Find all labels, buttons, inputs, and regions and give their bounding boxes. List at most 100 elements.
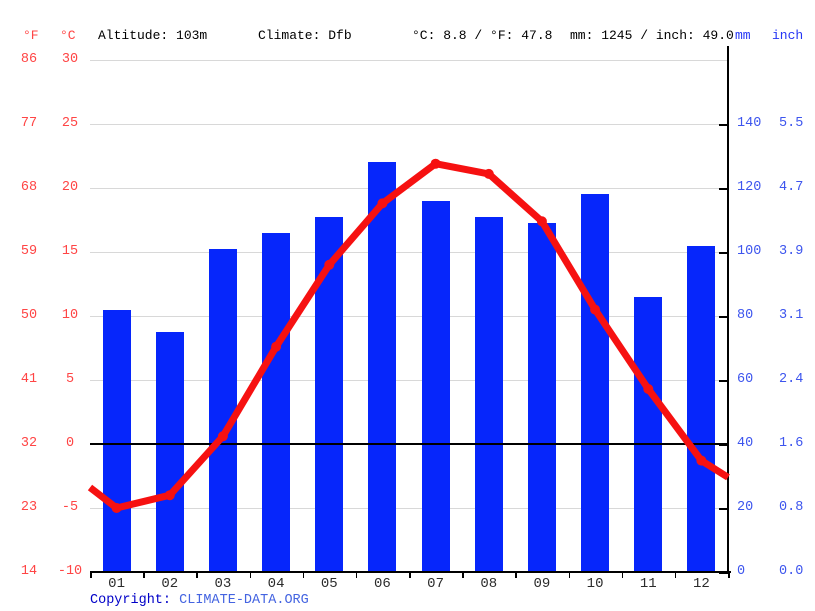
month-label-12: 12 [693, 576, 710, 592]
gridline-5c [90, 380, 728, 381]
right-axis-label-mm-80: 80 [737, 308, 754, 323]
gridline-15c [90, 252, 728, 253]
bar-08 [474, 216, 503, 572]
left-axis-unit-c: °C [60, 28, 76, 43]
x-axis-tick [409, 572, 411, 578]
month-label-04: 04 [267, 576, 285, 592]
x-axis-tick [621, 572, 624, 578]
x-axis-tick [728, 572, 730, 578]
bar-01 [102, 309, 131, 572]
right-axis-label-inch-3.1: 3.1 [779, 308, 804, 323]
x-axis-tick [302, 572, 305, 578]
right-axis-label-inch-1.6: 1.6 [779, 436, 804, 451]
left-axis-label-f-32: 32 [20, 436, 38, 451]
right-axis-label-inch-3.9: 3.9 [779, 244, 804, 259]
left-axis-label-f-59: 59 [20, 244, 38, 259]
right-axis-tick [719, 508, 728, 510]
left-axis-label-f-50: 50 [20, 308, 38, 323]
left-axis-unit-f: °F [23, 28, 39, 43]
x-axis-tick [249, 572, 251, 578]
month-label-11: 11 [639, 576, 657, 592]
month-label-10: 10 [586, 576, 604, 592]
x-axis-tick [196, 572, 198, 578]
right-axis-label-inch-2.4: 2.4 [779, 372, 804, 387]
month-label-09: 09 [533, 576, 551, 592]
x-axis-tick [568, 572, 570, 578]
month-label-06: 06 [374, 576, 391, 592]
bar-04 [262, 232, 291, 572]
right-axis-label-mm-20: 20 [737, 500, 754, 515]
annual-precipitation-label: mm: 1245 / inch: 49.0 [570, 28, 734, 43]
temperature-point-08 [483, 168, 494, 179]
left-axis-label-f-23: 23 [20, 500, 38, 515]
gridline--5c [90, 508, 728, 509]
climate-data-org-link[interactable]: CLIMATE-DATA.ORG [179, 593, 309, 608]
right-axis-label-inch-0.0: 0.0 [779, 564, 804, 579]
right-axis-label-inch-4.7: 4.7 [779, 180, 804, 195]
month-label-03: 03 [214, 576, 232, 592]
x-axis-tick [90, 572, 92, 578]
temperature-point-07 [430, 158, 441, 169]
x-axis-line [90, 571, 731, 573]
zero-degree-line [90, 443, 728, 445]
climate-class-label: Climate: Dfb [258, 28, 352, 43]
right-axis-label-mm-60: 60 [737, 372, 754, 387]
bar-12 [687, 245, 716, 572]
bar-10 [581, 194, 610, 572]
gridline-30c [90, 60, 728, 61]
bar-11 [634, 296, 663, 572]
month-label-07: 07 [427, 576, 444, 592]
month-label-02: 02 [161, 576, 179, 592]
left-axis-label-c-30: 30 [61, 52, 79, 67]
temperature-line [87, 160, 730, 512]
left-axis-label-c-15: 15 [61, 244, 79, 259]
right-axis-tick [719, 188, 728, 190]
right-axis-tick [719, 380, 728, 382]
right-axis-label-inch-0.8: 0.8 [779, 500, 804, 515]
left-axis-label-c-10: 10 [61, 308, 79, 323]
right-axis-label-mm-140: 140 [737, 116, 762, 131]
x-axis-tick [462, 572, 464, 578]
left-axis-label-f-14: 14 [20, 564, 38, 579]
x-axis-tick [515, 572, 517, 578]
left-axis-label-c-25: 25 [61, 116, 79, 131]
x-axis-tick [674, 572, 677, 578]
gridline-25c [90, 124, 728, 125]
altitude-label: Altitude: 103m [98, 28, 208, 43]
right-axis-unit-mm: mm [735, 28, 751, 43]
left-axis-label-c-20: 20 [61, 180, 79, 195]
left-axis-label-f-41: 41 [20, 372, 38, 387]
right-axis-tick [719, 252, 728, 254]
right-axis-label-inch-5.5: 5.5 [779, 116, 804, 131]
bar-05 [315, 216, 344, 572]
month-label-05: 05 [320, 576, 338, 592]
left-axis-label-f-86: 86 [20, 52, 38, 67]
gridline-20c [90, 188, 728, 189]
month-label-08: 08 [480, 576, 498, 592]
left-axis-label-f-68: 68 [20, 180, 38, 195]
x-axis-tick [143, 572, 145, 578]
left-axis-label-c-5: 5 [65, 372, 75, 387]
bar-06 [368, 162, 397, 572]
bar-02 [155, 332, 184, 572]
right-axis-tick [719, 444, 728, 446]
right-axis-tick [719, 124, 728, 126]
right-axis-tick [719, 316, 728, 318]
right-axis-label-mm-40: 40 [737, 436, 754, 451]
copyright-label: Copyright: [90, 593, 172, 608]
right-axis-unit-inch: inch [772, 28, 804, 43]
left-axis-label-f-77: 77 [20, 116, 38, 131]
right-axis-label-mm-120: 120 [737, 180, 762, 195]
bar-07 [421, 200, 450, 572]
bar-09 [527, 223, 556, 572]
right-axis-label-mm-0: 0 [737, 564, 746, 579]
gridline-10c [90, 316, 728, 317]
right-axis-label-mm-100: 100 [737, 244, 762, 259]
x-axis-tick [355, 572, 358, 578]
left-axis-label-c--10: -10 [57, 564, 83, 579]
avg-temperature-label: °C: 8.8 / °F: 47.8 [412, 28, 553, 43]
bar-03 [208, 248, 237, 572]
copyright-line: Copyright: CLIMATE-DATA.ORG [90, 592, 309, 609]
left-axis-label-c--5: -5 [61, 500, 79, 515]
